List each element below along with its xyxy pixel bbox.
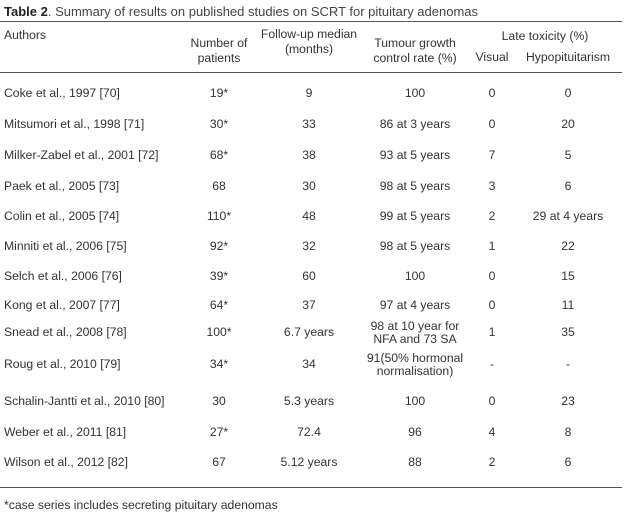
cell-followup: 9	[305, 86, 313, 100]
cell-control: 96	[408, 425, 422, 439]
cell-author: Roug et al., 2010 [79]	[4, 357, 121, 371]
cell-control: 91(50% hormonal normalisation)	[366, 351, 464, 378]
cell-patients: 92*	[209, 239, 229, 253]
cell-hypo: 23	[561, 394, 575, 408]
cell-hypo: -	[565, 357, 571, 371]
cell-followup: 6.7 years	[283, 325, 335, 339]
cell-followup: 34	[302, 357, 316, 371]
cell-visual: 0	[488, 298, 496, 312]
cell-control: 98 at 10 year for NFA and 73 SA	[370, 319, 460, 346]
cell-followup: 72.4	[297, 425, 321, 439]
cell-control: 98 at 5 years	[379, 179, 451, 193]
cell-followup: 60	[302, 269, 316, 283]
cell-visual: 1	[488, 239, 496, 253]
header-late-toxicity: Late toxicity (%)	[501, 29, 589, 43]
cell-control: 100	[404, 394, 426, 408]
cell-author: Schalin-Jantti et al., 2010 [80]	[4, 394, 165, 408]
header-visual: Visual	[475, 50, 509, 64]
cell-control: 98 at 5 years	[379, 239, 451, 253]
cell-followup: 30	[302, 179, 316, 193]
table-caption-text: . Summary of results on published studie…	[47, 4, 479, 19]
cell-control: 100	[404, 269, 426, 283]
cell-author: Kong et al., 2007 [77]	[4, 298, 120, 312]
cell-visual: 7	[488, 148, 496, 162]
cell-patients: 27*	[209, 425, 229, 439]
header-patients: Number of patients	[190, 36, 248, 65]
cell-author: Selch et al., 2006 [76]	[4, 269, 122, 283]
cell-author: Milker-Zabel et al., 2001 [72]	[4, 148, 159, 162]
cell-hypo: 15	[561, 269, 575, 283]
cell-visual: 1	[488, 325, 496, 339]
cell-visual: 4	[488, 425, 496, 439]
cell-followup: 37	[302, 298, 316, 312]
cell-visual: 0	[488, 394, 496, 408]
cell-control: 93 at 5 years	[379, 148, 451, 162]
cell-hypo: 35	[561, 325, 575, 339]
cell-hypo: 6	[564, 179, 572, 193]
header-authors: Authors	[4, 28, 47, 42]
cell-visual: 0	[488, 86, 496, 100]
top-rule	[0, 21, 622, 22]
cell-hypo: 11	[561, 298, 575, 312]
cell-hypo: 5	[564, 148, 572, 162]
cell-control: 88	[408, 455, 422, 469]
cell-hypo: 8	[564, 425, 572, 439]
cell-hypo: 20	[561, 117, 575, 131]
cell-followup: 32	[302, 239, 316, 253]
cell-author: Weber et al., 2011 [81]	[4, 425, 127, 439]
cell-visual: 0	[488, 269, 496, 283]
cell-author: Minniti et al., 2006 [75]	[4, 239, 127, 253]
cell-patients: 19*	[209, 86, 229, 100]
cell-author: Paek et al., 2005 [73]	[4, 179, 120, 193]
cell-hypo: 29 at 4 years	[532, 209, 604, 223]
cell-control: 97 at 4 years	[379, 298, 451, 312]
cell-followup: 5.3 years	[283, 394, 335, 408]
cell-visual: 2	[488, 455, 496, 469]
cell-visual: 2	[488, 209, 496, 223]
cell-patients: 64*	[209, 298, 229, 312]
cell-patients: 30	[212, 394, 226, 408]
header-hypopituitarism: Hypopituitarism	[526, 50, 610, 64]
cell-followup: 48	[302, 209, 316, 223]
header-followup: Follow-up median (months)	[260, 27, 358, 56]
cell-followup: 33	[302, 117, 316, 131]
cell-author: Mitsumori et al., 1998 [71]	[4, 117, 145, 131]
cell-patients: 34*	[209, 357, 229, 371]
header-rule	[0, 72, 622, 73]
cell-control: 86 at 3 years	[379, 117, 451, 131]
cell-visual: -	[489, 357, 495, 371]
cell-hypo: 22	[561, 239, 575, 253]
header-control: Tumour growth control rate (%)	[373, 36, 457, 65]
cell-control: 100	[404, 86, 426, 100]
table-label: Table 2	[4, 4, 48, 19]
cell-hypo: 0	[564, 86, 572, 100]
cell-patients: 30*	[209, 117, 229, 131]
cell-patients: 68*	[209, 148, 229, 162]
bottom-rule	[0, 487, 622, 488]
cell-author: Wilson et al., 2012 [82]	[4, 455, 128, 469]
cell-author: Coke et al., 1997 [70]	[4, 86, 120, 100]
cell-patients: 67	[212, 455, 226, 469]
cell-patients: 68	[212, 179, 226, 193]
cell-author: Snead et al., 2008 [78]	[4, 325, 127, 339]
cell-patients: 110*	[206, 209, 232, 223]
table-caption: Table 2. Summary of results on published…	[4, 4, 478, 19]
cell-control: 99 at 5 years	[379, 209, 451, 223]
cell-author: Colin et al., 2005 [74]	[4, 209, 120, 223]
cell-hypo: 6	[564, 455, 572, 469]
cell-patients: 100*	[206, 325, 232, 339]
cell-followup: 5.12 years	[280, 455, 338, 469]
cell-visual: 0	[488, 117, 496, 131]
table-footnote: *case series includes secreting pituitar…	[4, 498, 278, 512]
cell-patients: 39*	[209, 269, 229, 283]
cell-followup: 38	[302, 148, 316, 162]
cell-visual: 3	[488, 179, 496, 193]
